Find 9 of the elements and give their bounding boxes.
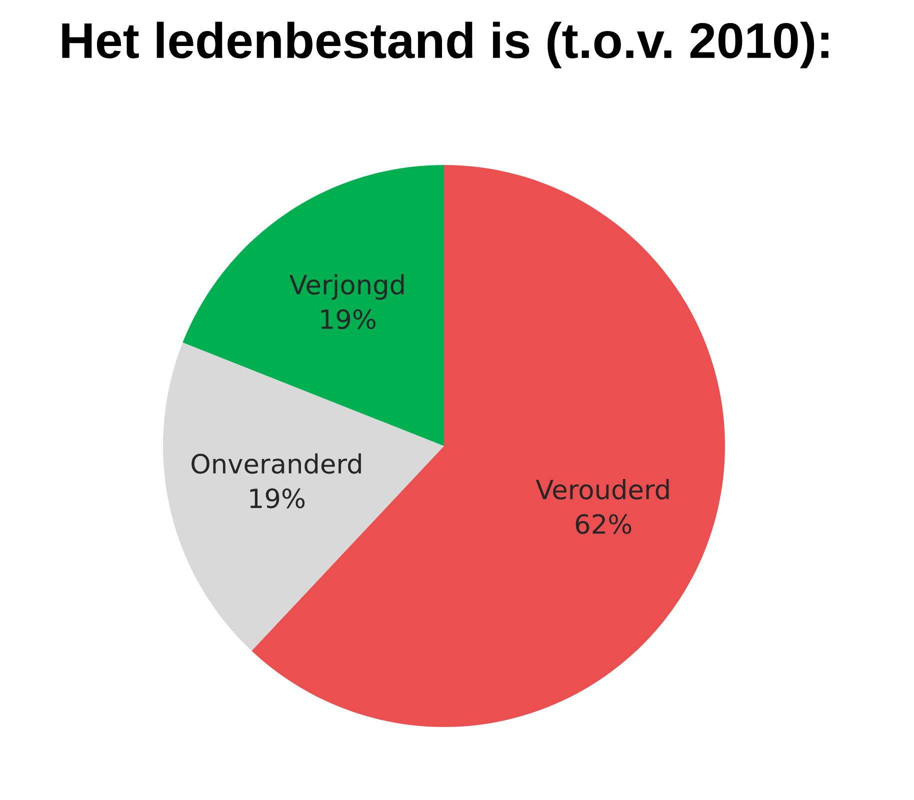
pie-slice: [163, 342, 444, 651]
slice-label: Onveranderd: [192, 453, 361, 474]
slice-label: Verouderd: [536, 479, 669, 500]
pie-slice: [182, 165, 444, 446]
chart-title: Het ledenbestand is (t.o.v. 2010):: [62, 22, 828, 68]
data-label: 19%: [250, 488, 305, 508]
data-label: 62%: [576, 514, 632, 534]
slice-label: Verjongd: [289, 274, 404, 300]
data-label: 19%: [321, 309, 376, 330]
